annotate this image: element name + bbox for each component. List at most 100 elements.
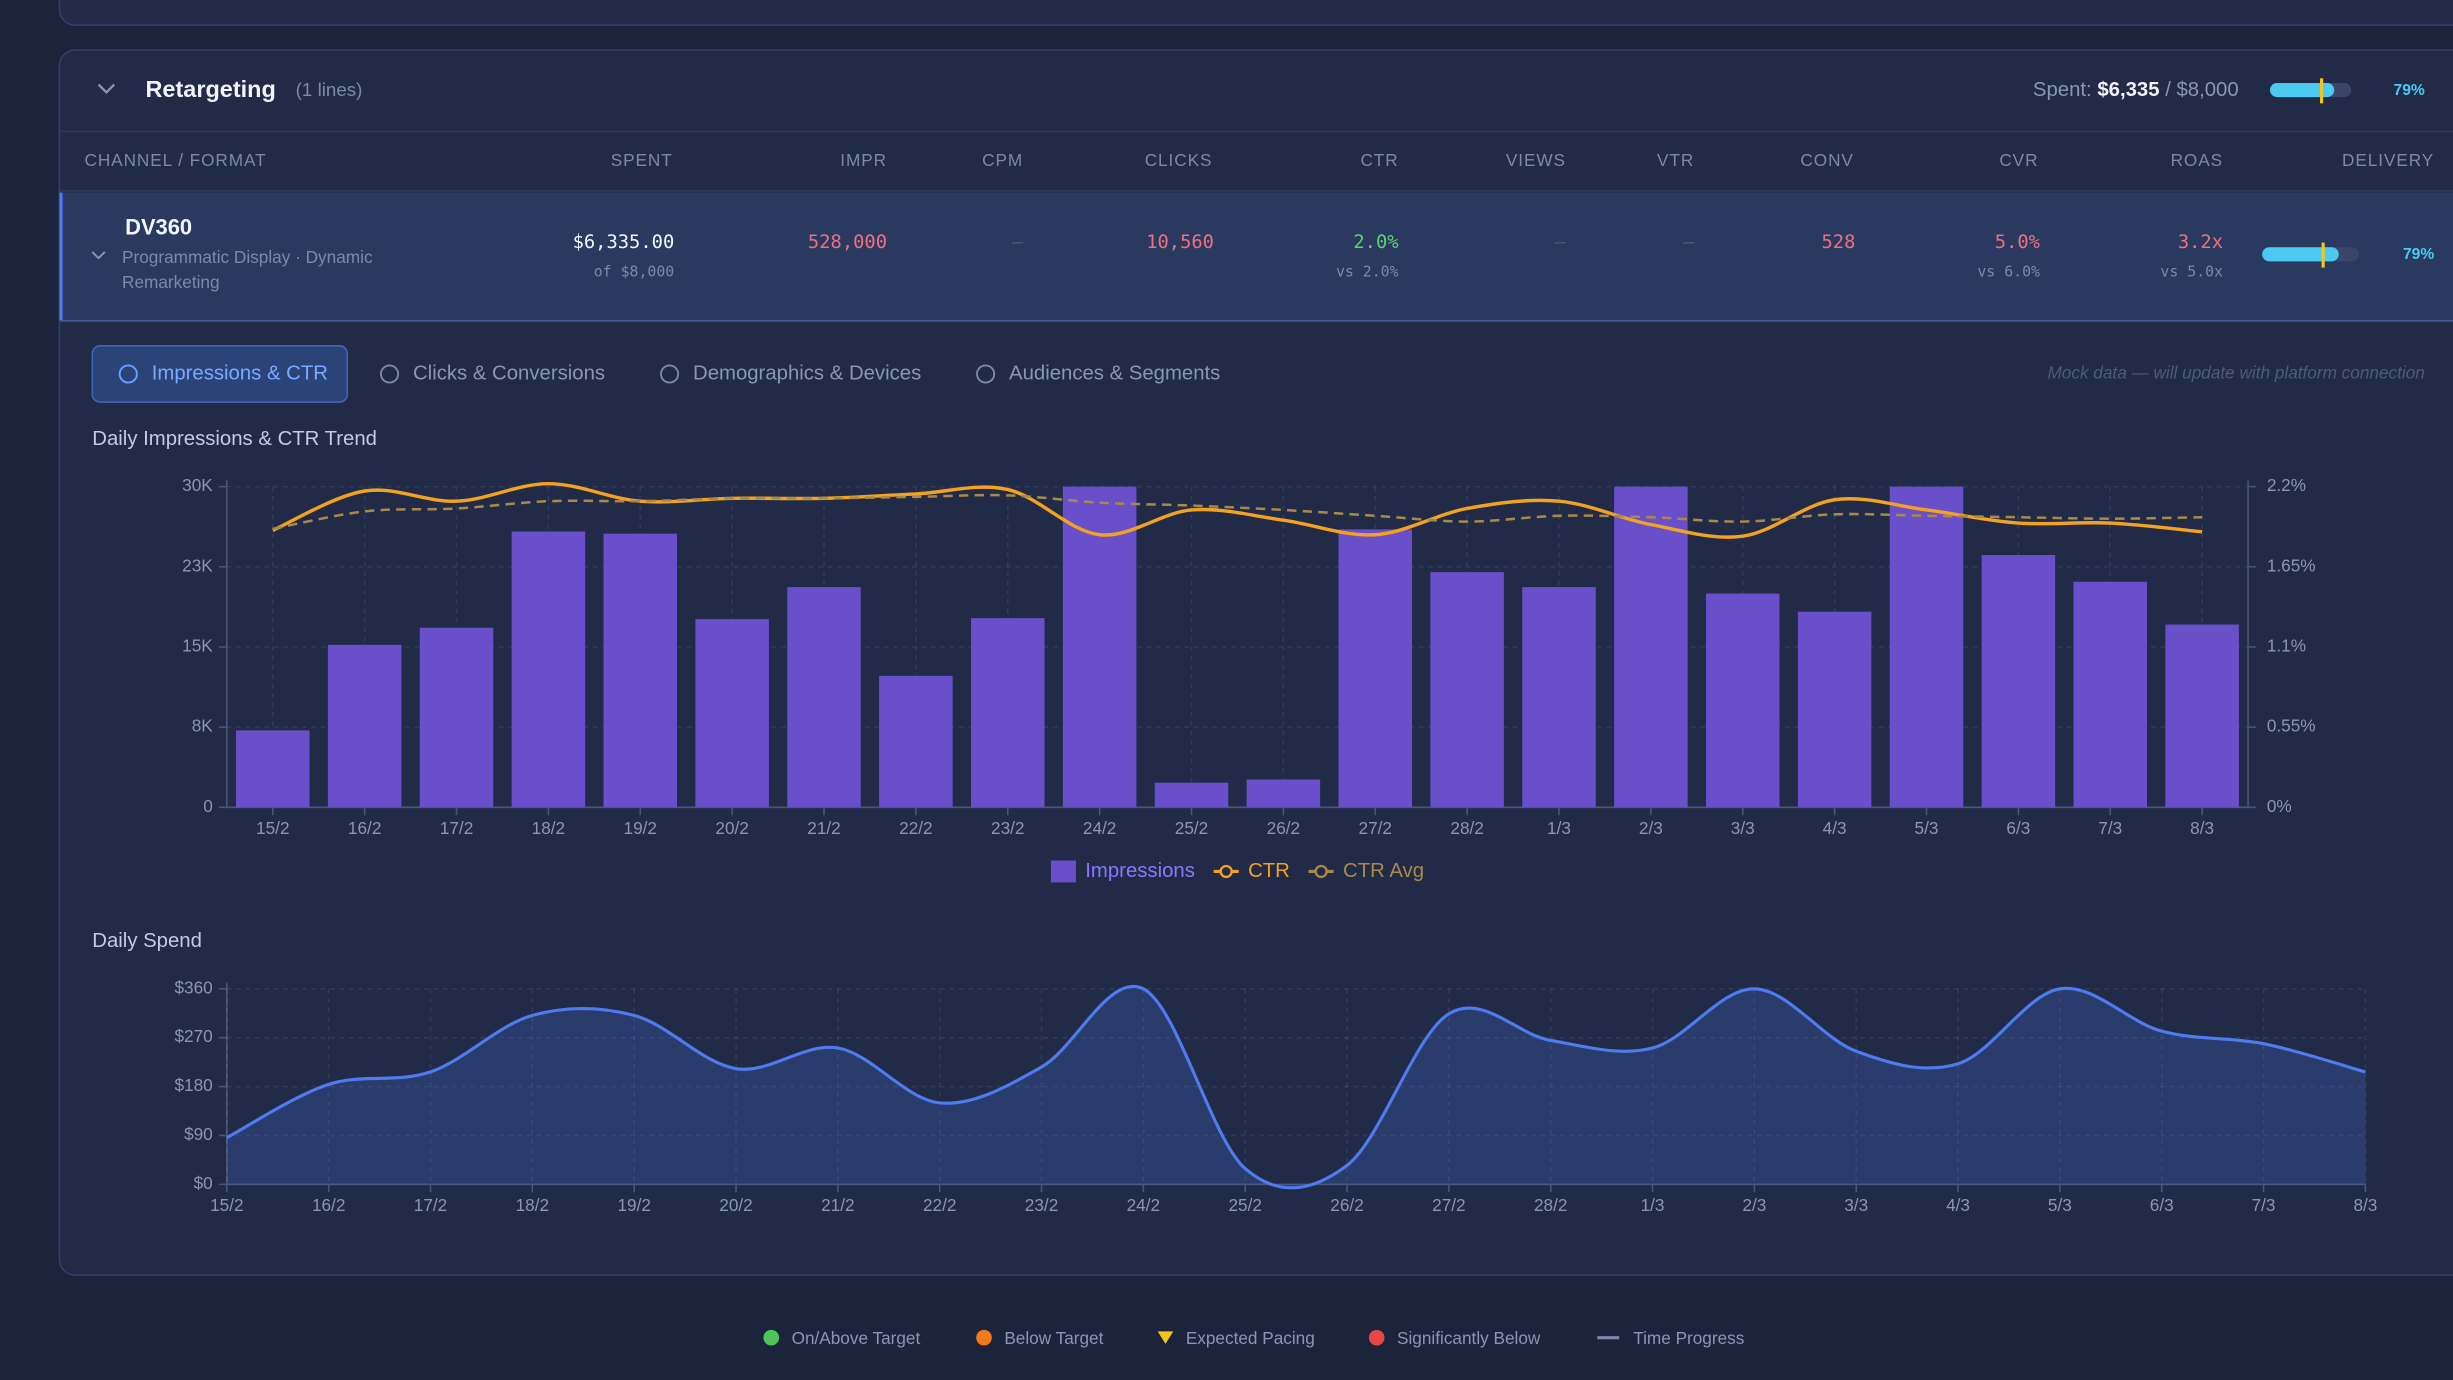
x-tick-label: 19/2 [617,1195,650,1215]
tab[interactable]: Clicks & Conversions [413,362,605,384]
x-tick-label: 7/3 [2098,818,2122,838]
y-tick-label: $360 [175,977,213,997]
column-header: ROAS [2171,150,2223,170]
x-tick-label: 1/3 [1641,1195,1665,1215]
x-tick-label: 15/2 [210,1195,243,1215]
bar [327,644,402,808]
bar [1062,486,1137,808]
tab[interactable]: Demographics & Devices [693,362,921,384]
x-tick-label: 26/2 [1330,1195,1363,1215]
x-tick-label: 18/2 [532,818,565,838]
x-tick-label: 25/2 [1175,818,1208,838]
tab-active-bg [91,345,349,403]
y2-tick-label: 1.65% [2267,555,2316,575]
row-description-box: Programmatic Display · Dynamic Remarketi… [122,248,373,293]
spent-label: Spent: [2033,79,2092,101]
chart-title: Daily Impressions & CTR Trend [92,428,377,450]
x-tick-label: 2/3 [1639,818,1663,838]
y-tick-label: 8K [192,716,214,736]
y2-tick-label: 2.2% [2267,475,2306,495]
cell-clicks: 10,560 [1146,232,1214,253]
section-spent: Spent: $6,335 / $8,000 [2033,79,2239,101]
x-tick-label: 19/2 [624,818,657,838]
tab-icon [976,364,996,384]
cell-spent: $6,335.00 [573,232,675,253]
legend-marker [1368,1329,1385,1346]
x-tick-label: 6/3 [2006,818,2030,838]
status-legend-label: Expected Pacing [1186,1328,1315,1348]
legend-item: Impressions [1050,860,1195,883]
x-tick-label: 3/3 [1731,818,1755,838]
row-description: Programmatic Display · Dynamic Remarketi… [122,248,373,293]
cell-impr: 528,000 [808,232,887,253]
x-tick-label: 1/3 [1547,818,1571,838]
column-header: DELIVERY [2342,150,2434,170]
column-header: CTR [1360,150,1398,170]
delivery-marker [2321,242,2325,268]
tab[interactable]: Impressions & CTR [152,362,328,384]
y-tick-label: 0 [203,796,213,816]
bar [511,531,586,808]
row-chevron[interactable] [91,251,106,260]
cell-conv: 528 [1821,232,1855,253]
delivery-label: 79% [2403,246,2434,263]
y2-tick-label: 1.1% [2267,636,2306,656]
mock-note: Mock data — will update with platform co… [2047,363,2424,383]
cell-ctr-note: vs 2.0% [1336,262,1399,280]
x-tick-label: 27/2 [1432,1195,1465,1215]
y-tick-label: $180 [175,1075,213,1095]
x-tick-label: 20/2 [719,1195,752,1215]
section-panel [58,49,2453,1276]
x-tick-label: 21/2 [821,1195,854,1215]
column-header: CVR [1999,150,2038,170]
bar [1614,486,1688,808]
bar [1981,555,2056,808]
x-tick-label: 2/3 [1742,1195,1766,1215]
x-tick-label: 5/3 [1915,818,1939,838]
x-tick-label: 8/3 [2190,818,2214,838]
y-tick-label: $270 [175,1026,213,1046]
legend-marker [763,1329,780,1346]
cell-views: — [1555,232,1567,253]
x-tick-label: 7/3 [2252,1195,2276,1215]
x-tick-label: 24/2 [1127,1195,1160,1215]
column-header: CLICKS [1145,150,1213,170]
chart-title: Daily Spend [92,930,202,952]
bar [1338,529,1413,808]
legend-dot [1314,864,1328,879]
legend-dot [1219,864,1233,879]
x-tick-label: 4/3 [1823,818,1847,838]
bar [2165,624,2239,808]
previous-panel [58,0,2453,26]
y-tick-label: 23K [182,555,213,575]
bar [603,533,678,808]
tab-icon [379,364,400,384]
bar [1522,587,1596,808]
cell-ctr: 2.0% [1353,232,1398,253]
column-header: VIEWS [1506,150,1566,170]
budget: / $8,000 [2165,79,2238,101]
row-name: DV360 [125,214,192,239]
tab[interactable]: Audiences & Segments [1009,362,1220,384]
y-tick-label: 30K [182,475,213,495]
section-lines: (1 lines) [296,79,363,100]
bar [879,675,953,808]
bar [236,730,310,808]
bar [1154,782,1229,808]
x-tick-label: 28/2 [1450,818,1483,838]
tab-icon [118,364,138,384]
x-tick-label: 17/2 [440,818,473,838]
x-tick-label: 17/2 [414,1195,447,1215]
status-legend-label: Significantly Below [1397,1328,1541,1348]
bar [1889,486,1964,808]
y-tick-label: $90 [184,1124,213,1144]
bar [1246,779,1321,808]
line [272,493,2203,531]
y-tick-label: $0 [194,1173,213,1193]
section-title: Retargeting [145,76,275,102]
collapse-chevron[interactable] [97,83,116,95]
x-tick-label: 27/2 [1359,818,1392,838]
x-tick-label: 8/3 [2353,1195,2377,1215]
legend-marker [1157,1331,1174,1344]
legend-label: CTR [1248,860,1290,882]
